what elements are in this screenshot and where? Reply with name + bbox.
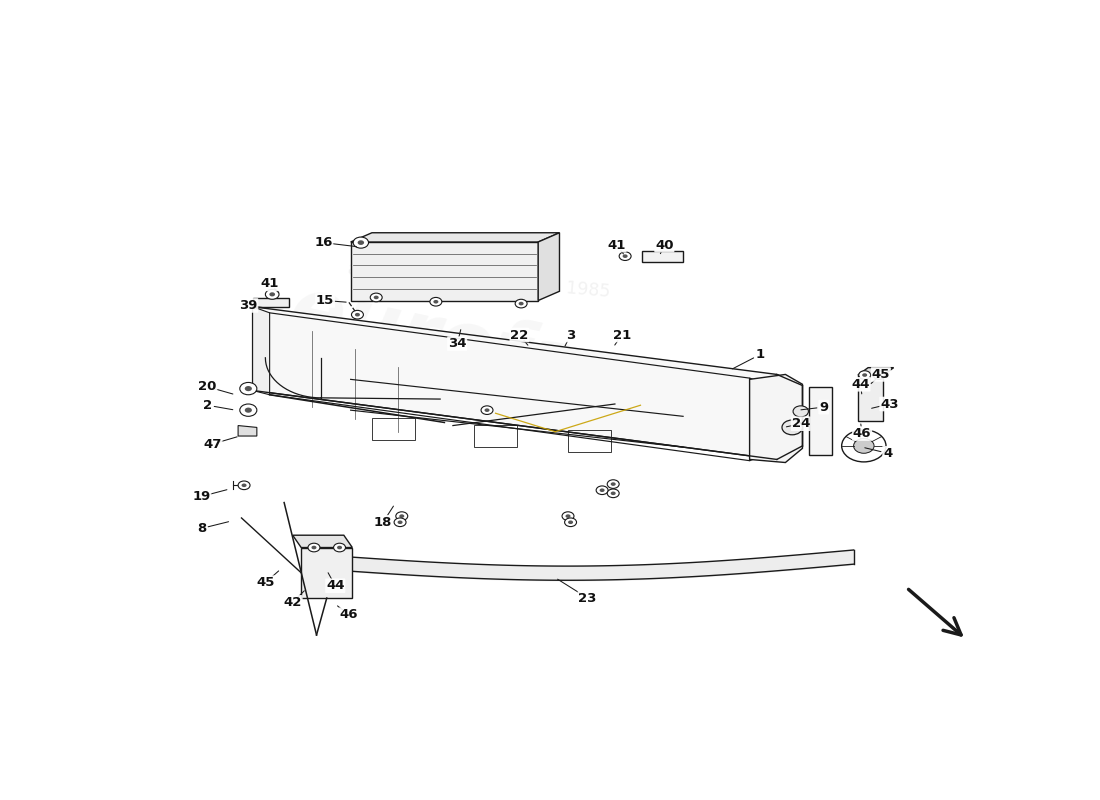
Circle shape bbox=[352, 310, 363, 319]
Circle shape bbox=[842, 430, 886, 462]
Circle shape bbox=[399, 514, 405, 518]
Circle shape bbox=[333, 543, 345, 552]
Circle shape bbox=[265, 290, 279, 299]
Circle shape bbox=[242, 483, 246, 487]
Polygon shape bbox=[351, 242, 538, 301]
Circle shape bbox=[337, 546, 342, 550]
Polygon shape bbox=[293, 535, 352, 547]
Text: 42: 42 bbox=[284, 596, 301, 609]
Text: 47: 47 bbox=[204, 438, 222, 450]
Circle shape bbox=[308, 543, 320, 552]
Circle shape bbox=[619, 252, 631, 261]
Text: 41: 41 bbox=[607, 238, 626, 251]
Text: 44: 44 bbox=[851, 378, 870, 390]
Circle shape bbox=[396, 512, 408, 521]
Text: 2: 2 bbox=[202, 398, 212, 412]
Circle shape bbox=[240, 404, 256, 416]
Circle shape bbox=[244, 386, 252, 391]
Polygon shape bbox=[858, 375, 883, 422]
Circle shape bbox=[793, 406, 808, 417]
Circle shape bbox=[607, 489, 619, 498]
Circle shape bbox=[518, 302, 524, 306]
Text: 40: 40 bbox=[656, 238, 673, 251]
Circle shape bbox=[270, 292, 275, 297]
Polygon shape bbox=[253, 298, 289, 306]
Polygon shape bbox=[301, 547, 352, 598]
Circle shape bbox=[877, 374, 882, 377]
Text: 9: 9 bbox=[820, 401, 828, 414]
Circle shape bbox=[353, 237, 369, 248]
Text: 39: 39 bbox=[239, 299, 257, 312]
Circle shape bbox=[564, 518, 576, 526]
Polygon shape bbox=[253, 306, 803, 459]
Polygon shape bbox=[642, 251, 683, 262]
Text: 45: 45 bbox=[256, 576, 275, 589]
Circle shape bbox=[244, 407, 252, 413]
Polygon shape bbox=[351, 233, 560, 242]
Text: 16: 16 bbox=[315, 236, 332, 249]
Circle shape bbox=[854, 438, 874, 454]
Circle shape bbox=[311, 546, 317, 550]
Circle shape bbox=[859, 370, 871, 379]
Circle shape bbox=[873, 370, 886, 379]
Text: 45: 45 bbox=[871, 368, 890, 381]
Circle shape bbox=[600, 489, 605, 492]
Circle shape bbox=[562, 512, 574, 521]
Text: 15: 15 bbox=[316, 294, 334, 307]
Polygon shape bbox=[238, 426, 257, 436]
Polygon shape bbox=[749, 374, 803, 462]
Circle shape bbox=[862, 374, 867, 377]
Circle shape bbox=[782, 420, 803, 434]
Text: 3: 3 bbox=[565, 329, 575, 342]
Polygon shape bbox=[253, 306, 270, 394]
Circle shape bbox=[481, 406, 493, 414]
Text: 46: 46 bbox=[340, 608, 359, 621]
Circle shape bbox=[238, 481, 250, 490]
Text: 44: 44 bbox=[326, 579, 344, 592]
Text: 19: 19 bbox=[192, 490, 210, 503]
Circle shape bbox=[623, 254, 628, 258]
Text: eurofares: eurofares bbox=[282, 271, 727, 438]
Polygon shape bbox=[538, 233, 560, 301]
Text: 1: 1 bbox=[756, 348, 764, 362]
Text: 24: 24 bbox=[792, 418, 810, 430]
Circle shape bbox=[607, 480, 619, 488]
Text: 22: 22 bbox=[510, 329, 528, 342]
Circle shape bbox=[568, 521, 573, 524]
Text: 43: 43 bbox=[880, 398, 899, 410]
Circle shape bbox=[355, 313, 360, 317]
Circle shape bbox=[394, 518, 406, 526]
Circle shape bbox=[610, 482, 616, 486]
Circle shape bbox=[430, 298, 442, 306]
Circle shape bbox=[596, 486, 608, 494]
Text: 8: 8 bbox=[197, 522, 206, 535]
Text: 21: 21 bbox=[613, 329, 630, 342]
Circle shape bbox=[610, 491, 616, 495]
Circle shape bbox=[358, 240, 364, 245]
Circle shape bbox=[240, 382, 256, 394]
Text: 23: 23 bbox=[579, 591, 597, 605]
Text: 4: 4 bbox=[883, 446, 892, 460]
Circle shape bbox=[374, 296, 378, 299]
Circle shape bbox=[433, 300, 439, 303]
Text: 34: 34 bbox=[448, 337, 466, 350]
Polygon shape bbox=[810, 386, 833, 454]
Polygon shape bbox=[858, 368, 893, 375]
Text: a passion for parts since 1985: a passion for parts since 1985 bbox=[346, 260, 610, 302]
Text: 20: 20 bbox=[198, 380, 217, 394]
Text: 41: 41 bbox=[261, 278, 278, 290]
Circle shape bbox=[397, 521, 403, 524]
Polygon shape bbox=[749, 378, 781, 461]
Circle shape bbox=[484, 408, 490, 412]
Circle shape bbox=[515, 299, 527, 308]
Circle shape bbox=[565, 514, 571, 518]
Text: 46: 46 bbox=[852, 427, 871, 440]
Text: 18: 18 bbox=[374, 516, 393, 529]
Circle shape bbox=[371, 293, 382, 302]
